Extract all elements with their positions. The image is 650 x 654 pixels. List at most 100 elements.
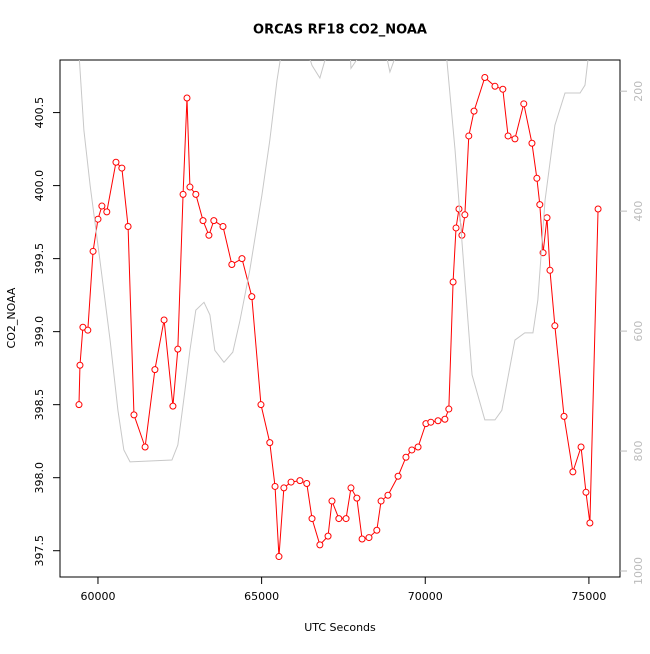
data-point bbox=[124, 222, 132, 230]
y-tick-label: 399.5 bbox=[33, 243, 46, 275]
data-point bbox=[205, 231, 213, 239]
data-point bbox=[287, 478, 295, 486]
data-point bbox=[275, 553, 283, 561]
data-point bbox=[594, 205, 602, 213]
data-point bbox=[504, 132, 512, 140]
data-point bbox=[445, 405, 453, 413]
y2-tick-label: 800 bbox=[632, 441, 645, 462]
data-point bbox=[75, 401, 83, 409]
y-tick-label: 400.5 bbox=[33, 97, 46, 128]
data-point bbox=[394, 472, 402, 480]
data-point bbox=[560, 412, 568, 420]
data-point bbox=[94, 215, 102, 223]
data-point bbox=[316, 541, 324, 549]
x-tick-label: 60000 bbox=[80, 590, 115, 603]
data-point bbox=[228, 260, 236, 268]
chart-title: ORCAS RF18 CO2_NOAA bbox=[253, 23, 427, 38]
y-tick-label: 398.0 bbox=[33, 462, 46, 494]
data-point bbox=[130, 411, 138, 419]
data-point bbox=[219, 222, 227, 230]
data-point bbox=[452, 224, 460, 232]
data-point bbox=[481, 74, 489, 82]
data-point bbox=[186, 183, 194, 191]
data-point bbox=[103, 208, 111, 216]
x-tick-label: 65000 bbox=[244, 590, 279, 603]
data-point bbox=[414, 443, 422, 451]
data-point bbox=[461, 211, 469, 219]
data-point bbox=[543, 214, 551, 222]
data-point bbox=[324, 532, 332, 540]
plot-area bbox=[75, 60, 602, 561]
plot-frame bbox=[59, 59, 621, 578]
data-point bbox=[402, 453, 410, 461]
data-point bbox=[470, 107, 478, 115]
data-point bbox=[577, 443, 585, 451]
data-point bbox=[342, 515, 350, 523]
data-point bbox=[427, 418, 435, 426]
data-point bbox=[141, 443, 149, 451]
data-point bbox=[546, 266, 554, 274]
data-point bbox=[353, 494, 361, 502]
data-point bbox=[84, 326, 92, 334]
data-point bbox=[408, 446, 416, 454]
data-point bbox=[347, 484, 355, 492]
data-point bbox=[358, 535, 366, 543]
data-point bbox=[308, 515, 316, 523]
data-point bbox=[112, 158, 120, 166]
data-point bbox=[183, 94, 191, 102]
data-point bbox=[533, 174, 541, 182]
data-point bbox=[118, 164, 126, 172]
y-tick-label: 399.0 bbox=[33, 316, 46, 348]
y-tick-label: 397.5 bbox=[33, 535, 46, 567]
y2-tick-label: 400 bbox=[632, 201, 645, 222]
y-tick-label: 398.5 bbox=[33, 389, 46, 421]
x-tick-label: 70000 bbox=[408, 590, 443, 603]
data-point bbox=[491, 82, 499, 90]
data-point bbox=[199, 217, 207, 225]
data-point bbox=[465, 132, 473, 140]
x-tick-label: 75000 bbox=[571, 590, 606, 603]
data-point bbox=[582, 488, 590, 496]
data-point bbox=[169, 402, 177, 410]
series-line bbox=[78, 60, 589, 463]
data-point bbox=[586, 519, 594, 527]
data-point bbox=[335, 515, 343, 523]
data-point bbox=[536, 201, 544, 209]
y-tick-label: 400.0 bbox=[33, 170, 46, 202]
data-point bbox=[569, 468, 577, 476]
data-point bbox=[89, 247, 97, 255]
data-point bbox=[160, 316, 168, 324]
data-point bbox=[210, 217, 218, 225]
y2-tick-label: 200 bbox=[632, 81, 645, 102]
data-point bbox=[499, 85, 507, 93]
data-point bbox=[434, 417, 442, 425]
data-point bbox=[174, 345, 182, 353]
data-point bbox=[303, 480, 311, 488]
data-point bbox=[384, 491, 392, 499]
data-point bbox=[328, 497, 336, 505]
data-point bbox=[280, 484, 288, 492]
data-point bbox=[266, 439, 274, 447]
data-point bbox=[76, 361, 84, 369]
y-axis-label: CO2_NOAA bbox=[5, 287, 18, 348]
data-point bbox=[520, 100, 528, 108]
x-axis-label: UTC Seconds bbox=[304, 621, 376, 634]
data-point bbox=[98, 202, 106, 210]
data-point bbox=[151, 366, 159, 374]
data-point bbox=[271, 482, 279, 490]
data-point bbox=[365, 534, 373, 542]
data-point bbox=[377, 497, 385, 505]
data-point bbox=[551, 322, 559, 330]
y2-tick-label: 1000 bbox=[632, 557, 645, 585]
data-point bbox=[373, 526, 381, 534]
data-point bbox=[192, 190, 200, 198]
data-point bbox=[441, 415, 449, 423]
data-point bbox=[248, 293, 256, 301]
series-line bbox=[78, 76, 599, 557]
y2-tick-label: 600 bbox=[632, 321, 645, 342]
data-point bbox=[296, 477, 304, 485]
data-point bbox=[511, 135, 519, 143]
data-point bbox=[449, 278, 457, 286]
data-point bbox=[257, 401, 265, 409]
